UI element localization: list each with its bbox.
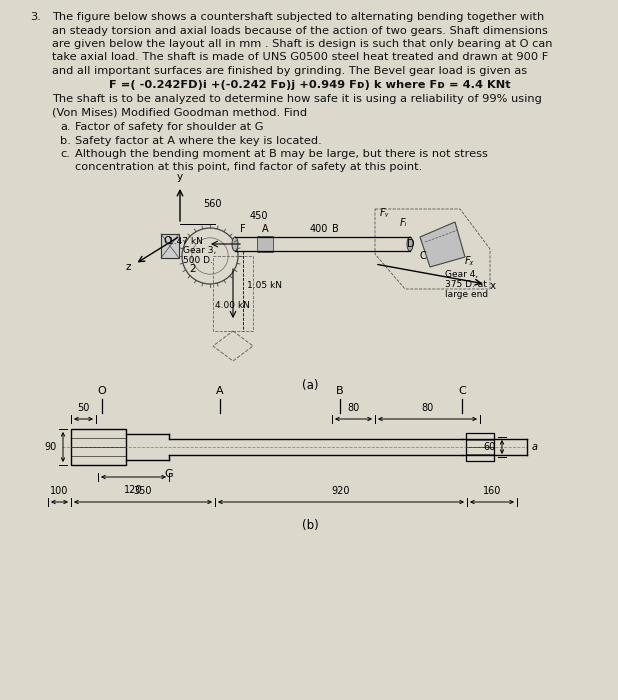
Text: take axial load. The shaft is made of UNS G0500 steel heat treated and drawn at : take axial load. The shaft is made of UN… (52, 52, 548, 62)
Text: O: O (164, 236, 172, 246)
Text: D: D (407, 239, 415, 249)
Text: F: F (240, 224, 246, 234)
Bar (466, 433, 494, 461)
Text: 920: 920 (332, 486, 350, 496)
Text: (b): (b) (302, 519, 318, 532)
Text: 100: 100 (50, 486, 69, 496)
Bar (161, 234, 179, 258)
Text: Gear 3,: Gear 3, (183, 246, 216, 255)
Text: 80: 80 (347, 403, 360, 413)
Text: an steady torsion and axial loads because of the action of two gears. Shaft dime: an steady torsion and axial loads becaus… (52, 25, 548, 36)
Text: B: B (336, 386, 344, 396)
Text: large end: large end (445, 290, 488, 299)
Text: A: A (216, 386, 224, 396)
Text: Fᵢ: Fᵢ (400, 218, 407, 228)
Text: a.: a. (60, 122, 70, 132)
Text: z: z (125, 262, 131, 272)
Text: y: y (177, 172, 183, 182)
Text: Although the bending moment at B may be large, but there is not stress: Although the bending moment at B may be … (75, 149, 488, 159)
Text: 160: 160 (483, 486, 501, 496)
Text: concentration at this point, find factor of safety at this point.: concentration at this point, find factor… (75, 162, 422, 172)
Text: 560: 560 (203, 199, 221, 209)
Text: 350: 350 (133, 486, 152, 496)
Text: and all important surfaces are finished by grinding. The Bevel gear load is give: and all important surfaces are finished … (52, 66, 527, 76)
Text: 375 D. at: 375 D. at (445, 280, 487, 289)
Text: 400: 400 (310, 224, 328, 234)
Text: 2: 2 (190, 264, 197, 274)
Text: 4.00 kN: 4.00 kN (215, 302, 250, 311)
Text: 60: 60 (484, 442, 496, 452)
Ellipse shape (232, 237, 238, 251)
Text: Fᵧ: Fᵧ (380, 208, 389, 218)
Text: (Von Mises) Modified Goodman method. Find: (Von Mises) Modified Goodman method. Fin… (52, 108, 307, 118)
Text: 80: 80 (421, 403, 434, 413)
Text: The shaft is to be analyzed to determine how safe it is using a reliability of 9: The shaft is to be analyzed to determine… (52, 94, 542, 104)
Bar (71, 429, 126, 465)
Text: O: O (98, 386, 106, 396)
Text: are given below the layout all in mm . Shaft is design is such that only bearing: are given below the layout all in mm . S… (52, 39, 552, 49)
Text: c.: c. (60, 149, 70, 159)
Text: C: C (420, 251, 427, 261)
Text: F =( -0.242FD)i +(-0.242 Fᴅ)j +0.949 Fᴅ) k where Fᴅ = 4.4 KNt: F =( -0.242FD)i +(-0.242 Fᴅ)j +0.949 Fᴅ)… (109, 80, 511, 90)
Text: 3.: 3. (30, 12, 41, 22)
Text: Factor of safety for shoulder at G: Factor of safety for shoulder at G (75, 122, 263, 132)
Ellipse shape (407, 237, 413, 251)
Text: The figure below shows a countershaft subjected to alternating bending together : The figure below shows a countershaft su… (52, 12, 544, 22)
Text: a: a (532, 442, 538, 452)
Text: 450: 450 (250, 211, 268, 221)
Text: 1.47 kN: 1.47 kN (168, 237, 203, 246)
Text: Fᵪ: Fᵪ (465, 256, 474, 266)
Polygon shape (420, 222, 465, 267)
Text: B: B (332, 224, 339, 234)
Text: Gear 4,: Gear 4, (445, 270, 478, 279)
Text: 1.05 kN: 1.05 kN (247, 281, 282, 290)
Text: A: A (261, 224, 268, 234)
Text: x: x (490, 281, 496, 291)
Text: 90: 90 (44, 442, 57, 452)
Text: (a): (a) (302, 379, 318, 392)
Text: b.: b. (60, 136, 71, 146)
Text: 120: 120 (124, 485, 143, 495)
Bar (257, 236, 273, 252)
Text: G: G (164, 469, 173, 479)
Text: C: C (458, 386, 466, 396)
Text: 50: 50 (77, 403, 90, 413)
Text: Safety factor at A where the key is located.: Safety factor at A where the key is loca… (75, 136, 322, 146)
Text: 500 D.: 500 D. (183, 256, 213, 265)
